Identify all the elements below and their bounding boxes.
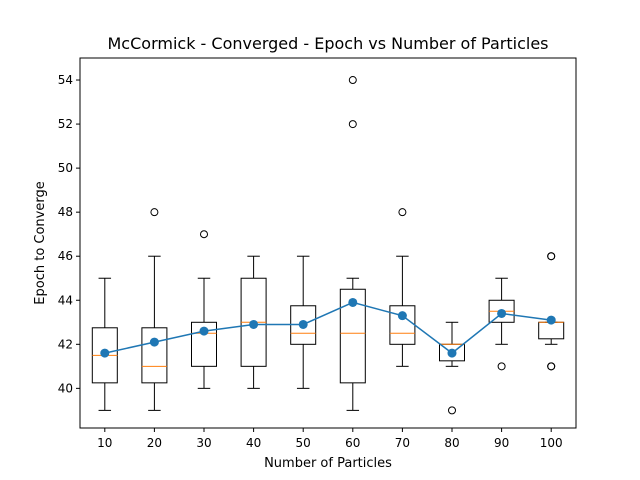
box-iqr [339, 288, 366, 384]
mean-point [397, 311, 407, 321]
y-tick-label: 42 [58, 337, 73, 351]
x-tick-label: 30 [196, 436, 211, 450]
y-tick-label: 54 [58, 73, 73, 87]
y-tick-label: 44 [58, 293, 73, 307]
x-tick-label: 20 [147, 436, 162, 450]
mean-point [100, 348, 110, 358]
mean-point [497, 308, 507, 318]
mean-point [298, 319, 308, 329]
y-tick-label: 52 [58, 117, 73, 131]
x-tick-label: 10 [97, 436, 112, 450]
x-tick-label: 60 [345, 436, 360, 450]
y-tick-label: 48 [58, 205, 73, 219]
outlier-point [547, 362, 556, 371]
outlier-point [348, 120, 357, 129]
plot-area-frame [79, 57, 577, 429]
box-iqr [191, 321, 217, 367]
y-axis-label: Epoch to Converge [33, 181, 48, 304]
x-tick-label: 70 [395, 436, 410, 450]
mean-point [348, 297, 358, 307]
y-tick-label: 46 [58, 249, 73, 263]
mean-point [546, 315, 556, 325]
box-iqr [141, 327, 168, 384]
mean-line [104, 301, 552, 355]
outlier-point [497, 362, 506, 371]
outlier-point [448, 406, 456, 415]
y-tick-label: 50 [58, 161, 73, 175]
mean-point [199, 326, 209, 336]
mean-point [249, 319, 259, 329]
outlier-point [348, 76, 357, 85]
x-axis-label: Number of Particles [264, 456, 392, 471]
outlier-point [547, 252, 556, 261]
x-tick-label: 50 [296, 436, 311, 450]
x-tick-label: 80 [444, 436, 459, 450]
x-tick-label: 40 [246, 436, 261, 450]
mean-point [447, 348, 457, 358]
chart-title: McCormick - Converged - Epoch vs Number … [108, 34, 549, 53]
x-tick-label: 100 [540, 436, 563, 450]
outlier-point [398, 208, 407, 217]
outlier-point [200, 230, 208, 239]
x-tick-label: 90 [494, 436, 509, 450]
chart-marks: 40 42 44 46 48 50 52 54 10 20 30 40 50 60 70 80 90 100 [58, 73, 565, 450]
box-iqr [538, 321, 565, 340]
y-tick-label: 40 [58, 381, 73, 395]
mean-point [149, 337, 159, 347]
outlier-point [150, 208, 159, 217]
